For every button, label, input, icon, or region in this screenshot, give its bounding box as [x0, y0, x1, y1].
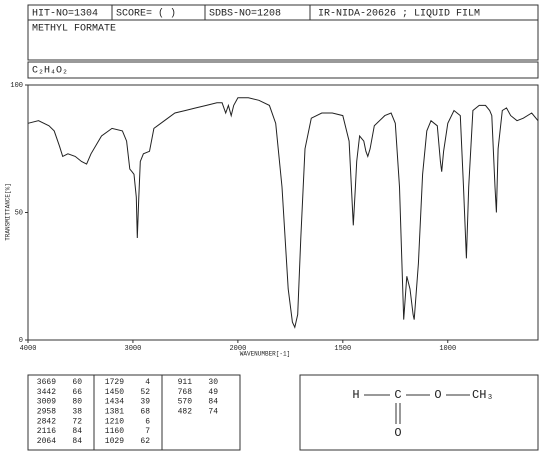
- peak-wavenumber: 1381: [105, 408, 124, 417]
- plot-frame: [27, 84, 539, 341]
- x-tick-label: 1000: [439, 345, 456, 353]
- peak-transmittance: 49: [208, 388, 218, 397]
- peak-transmittance: 7: [145, 427, 150, 436]
- y-tick-label: 100: [10, 82, 23, 90]
- peak-transmittance: 74: [208, 408, 218, 417]
- compound-name: METHYL FORMATE: [32, 24, 116, 35]
- atom: C: [394, 388, 401, 402]
- y-tick-label: 0: [19, 337, 23, 345]
- peak-wavenumber: 2958: [37, 408, 56, 417]
- x-tick-label: 4000: [20, 345, 37, 353]
- peak-transmittance: 68: [140, 408, 150, 417]
- source: IR-NIDA-20626 ; LIQUID FILM: [318, 9, 480, 20]
- spectrum-line: [27, 97, 539, 329]
- peak-transmittance: 30: [208, 378, 218, 387]
- peak-transmittance: 84: [208, 398, 218, 407]
- peak-transmittance: 72: [72, 417, 82, 426]
- peak-wavenumber: 768: [178, 388, 193, 397]
- header-box: [27, 4, 539, 61]
- atom: O: [434, 388, 441, 402]
- x-tick-label: 1500: [334, 345, 351, 353]
- peak-wavenumber: 1029: [105, 437, 124, 446]
- formula: C₂H₄O₂: [32, 66, 68, 77]
- structure-box: [299, 374, 539, 451]
- peak-wavenumber: 482: [178, 408, 193, 417]
- peak-wavenumber: 1210: [105, 417, 124, 426]
- peak-wavenumber: 570: [178, 398, 193, 407]
- y-axis-label: TRANSMITTANCE[%]: [5, 183, 12, 241]
- peak-wavenumber: 3669: [37, 378, 56, 387]
- formula-box: [27, 61, 539, 79]
- peak-transmittance: 4: [145, 378, 150, 387]
- atom: H: [352, 388, 359, 402]
- atom: CH₃: [472, 388, 494, 402]
- peak-transmittance: 39: [140, 398, 150, 407]
- score: SCORE= ( ): [116, 8, 176, 20]
- peak-wavenumber: 1160: [105, 427, 124, 436]
- hit-no: HIT-NO=1304: [32, 9, 98, 20]
- sdbs-no: SDBS-NO=1208: [209, 9, 281, 20]
- x-tick-label: 2000: [229, 345, 246, 353]
- x-tick-label: 3000: [125, 345, 142, 353]
- peak-wavenumber: 1729: [105, 378, 124, 387]
- peak-transmittance: 52: [140, 388, 150, 397]
- peak-transmittance: 66: [72, 388, 82, 397]
- y-tick-label: 50: [15, 209, 23, 217]
- peak-wavenumber: 1434: [105, 398, 124, 407]
- peak-transmittance: 84: [72, 437, 82, 446]
- peak-transmittance: 60: [72, 378, 82, 387]
- peak-wavenumber: 2064: [37, 437, 56, 446]
- peak-transmittance: 62: [140, 437, 150, 446]
- peak-wavenumber: 911: [178, 378, 193, 387]
- peak-wavenumber: 3442: [37, 388, 56, 397]
- peak-wavenumber: 1450: [105, 388, 124, 397]
- peak-wavenumber: 2842: [37, 417, 56, 426]
- peak-table-box: [27, 374, 241, 451]
- atom: O: [394, 426, 401, 440]
- peak-transmittance: 80: [72, 398, 82, 407]
- peak-transmittance: 6: [145, 417, 150, 426]
- peak-transmittance: 38: [72, 408, 82, 417]
- peak-wavenumber: 2116: [37, 427, 56, 436]
- peak-wavenumber: 3009: [37, 398, 56, 407]
- peak-transmittance: 84: [72, 427, 82, 436]
- x-axis-label: WAVENUMBER[-1]: [240, 351, 290, 358]
